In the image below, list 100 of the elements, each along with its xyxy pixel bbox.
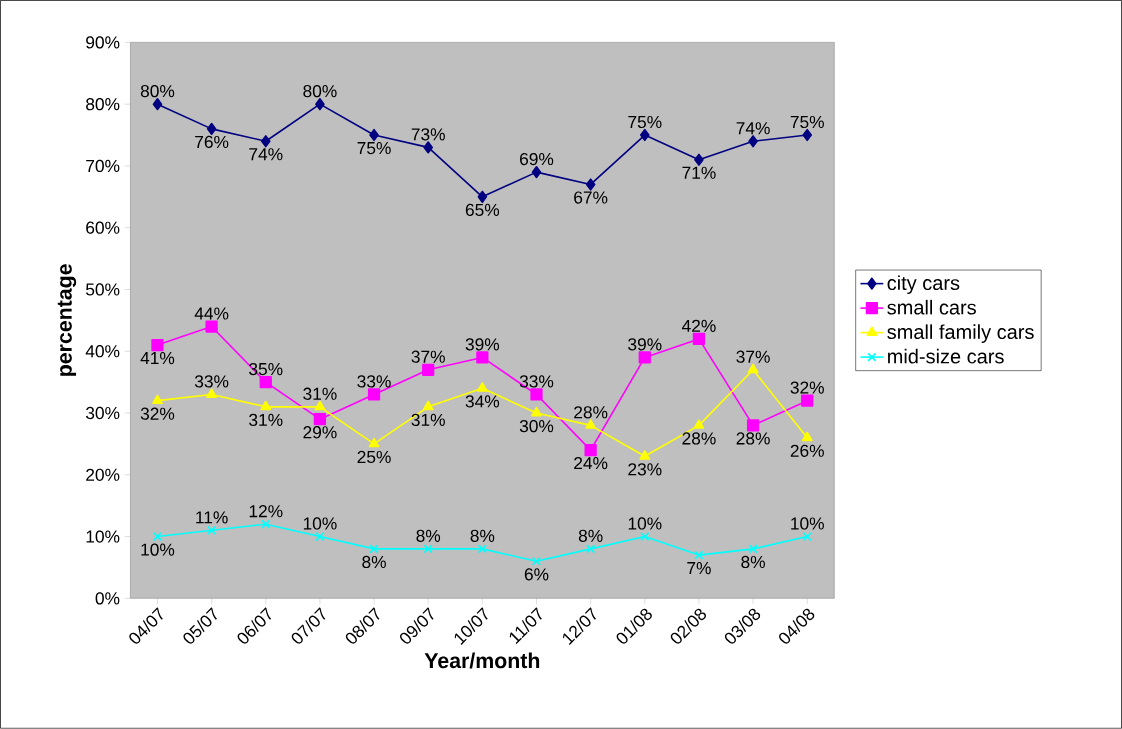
y-tick-label: 80%: [86, 98, 120, 111]
point: [368, 437, 380, 448]
data-label: 42%: [681, 319, 716, 333]
data-label: 75%: [357, 142, 391, 155]
data-label: 74%: [249, 148, 283, 161]
point: [694, 153, 704, 167]
point: [693, 419, 705, 429]
data-label: 6%: [524, 568, 549, 581]
data-label: 28%: [736, 432, 770, 445]
point: [205, 320, 218, 333]
data-label: 41%: [140, 352, 175, 365]
data-label: 8%: [741, 555, 765, 569]
y-tick-label: 40%: [85, 345, 120, 358]
data-label: 10%: [791, 517, 824, 530]
data-label: 39%: [628, 338, 662, 351]
point: [638, 351, 651, 364]
y-tick-label: 60%: [86, 221, 120, 234]
point: [530, 388, 543, 401]
y-tick-label: 90%: [86, 36, 120, 49]
data-label: 67%: [574, 191, 608, 204]
y-axis-title: percentage: [57, 264, 77, 376]
point: [477, 190, 488, 204]
point: [694, 550, 704, 560]
data-label: 31%: [411, 413, 445, 427]
data-label: 10%: [303, 517, 337, 530]
point: [531, 556, 542, 566]
data-label: 80%: [303, 85, 337, 98]
data-label: 32%: [140, 407, 175, 420]
data-label: 28%: [574, 406, 608, 419]
data-label: 11%: [196, 511, 228, 524]
data-label: 34%: [465, 395, 500, 408]
data-label: 32%: [790, 381, 824, 394]
point: [802, 532, 812, 542]
data-label: 69%: [520, 153, 554, 166]
data-label: 33%: [194, 375, 229, 388]
point: [152, 98, 163, 111]
point: [584, 444, 597, 457]
data-label: 7%: [687, 562, 711, 575]
point: [585, 419, 597, 429]
data-label: 39%: [465, 338, 500, 351]
data-label: 75%: [790, 116, 824, 129]
point: [801, 394, 814, 407]
point: [206, 122, 217, 136]
point: [531, 407, 542, 417]
y-tick-label: 30%: [85, 407, 120, 420]
data-label: 71%: [682, 166, 716, 179]
data-label: 44%: [194, 307, 229, 320]
y-tick-label: 0%: [95, 592, 120, 605]
point: [802, 129, 813, 142]
data-label: 10%: [141, 543, 175, 556]
data-label: 23%: [628, 463, 662, 476]
y-tick-label: 20%: [86, 468, 120, 482]
point: [423, 141, 433, 154]
point: [422, 400, 434, 411]
point: [477, 544, 487, 554]
point: [260, 400, 272, 411]
data-label: 29%: [303, 426, 337, 439]
data-label: 33%: [357, 375, 391, 388]
data-label: 28%: [682, 432, 716, 445]
point: [313, 413, 327, 426]
data-label: 37%: [736, 350, 770, 363]
point: [152, 394, 163, 405]
data-label: 8%: [362, 555, 386, 569]
data-label: 65%: [465, 203, 500, 217]
point: [369, 129, 379, 142]
point: [315, 98, 325, 111]
point: [801, 431, 813, 442]
data-label: 8%: [578, 529, 603, 543]
data-label: 80%: [140, 85, 175, 98]
data-label: 30%: [519, 420, 554, 433]
data-label: 12%: [249, 505, 283, 518]
point: [422, 363, 435, 377]
data-label: 8%: [416, 529, 441, 543]
data-label: 31%: [249, 413, 283, 427]
point: [259, 376, 272, 389]
point: [746, 419, 760, 432]
data-label: 75%: [628, 116, 662, 129]
data-label: 74%: [736, 122, 770, 135]
point: [152, 532, 163, 542]
data-label: 37%: [411, 350, 445, 363]
data-label: 26%: [790, 444, 824, 458]
point: [151, 339, 164, 352]
point: [531, 166, 542, 179]
data-label: 25%: [357, 450, 391, 464]
point: [747, 363, 759, 374]
point: [639, 450, 651, 460]
x-axis-title: Year/month: [424, 652, 540, 669]
point: [476, 382, 488, 392]
data-label: 31%: [303, 387, 337, 401]
point: [369, 544, 379, 554]
y-tick-label: 50%: [85, 283, 120, 296]
point: [586, 544, 596, 554]
point: [261, 519, 271, 529]
y-tick-label: 10%: [86, 530, 120, 543]
legend-label: small cars: [887, 300, 976, 315]
data-label: 76%: [195, 135, 229, 149]
point: [585, 178, 596, 191]
point: [692, 332, 706, 346]
point: [260, 135, 271, 148]
legend-label: small family cars: [887, 324, 1034, 344]
